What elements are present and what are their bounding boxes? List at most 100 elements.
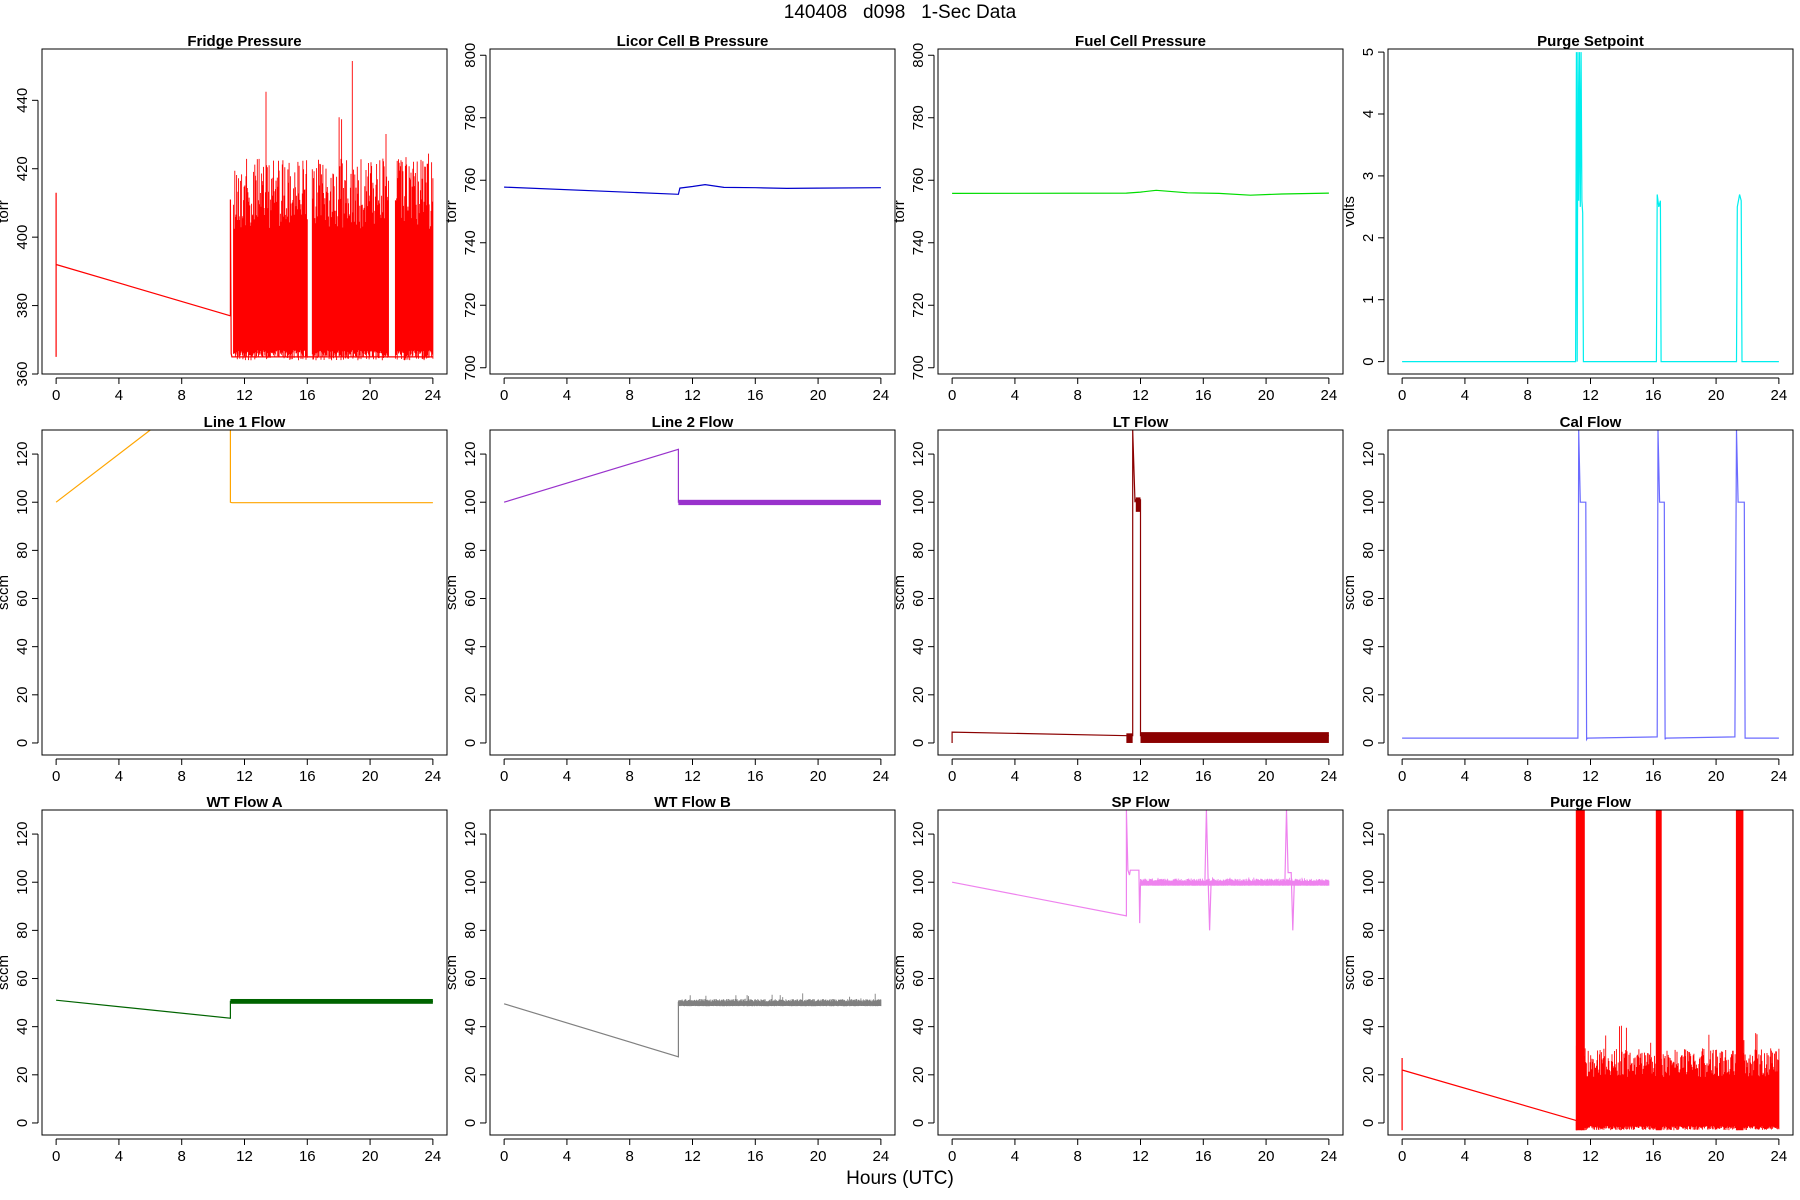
y-tick-label: 120	[1360, 822, 1377, 847]
x-tick-label: 12	[236, 768, 253, 785]
y-tick-label: 80	[462, 922, 479, 939]
y-tick-label: 100	[462, 870, 479, 895]
y-tick-label: 0	[1360, 739, 1377, 747]
x-tick-label: 4	[115, 1148, 123, 1165]
x-tick-label: 20	[1708, 768, 1725, 785]
plot-area	[55, 61, 434, 361]
x-tick-label: 24	[873, 768, 890, 785]
x-tick-label: 24	[873, 1148, 890, 1165]
x-tick-label: 4	[1011, 1148, 1019, 1165]
x-tick-label: 0	[948, 1148, 956, 1165]
panel-8: WT Flow A sccm 0 4 8 12 16 20 24 0 20 40 60 80 100 120	[0, 794, 448, 1165]
y-tick-label: 60	[1360, 970, 1377, 987]
x-tick-label: 12	[1582, 1148, 1599, 1165]
y-axis-label: sccm	[443, 575, 460, 610]
x-tick-label: 4	[1011, 387, 1019, 404]
plot-frame	[937, 429, 1344, 756]
y-tick-label: 80	[910, 922, 927, 939]
page-title: 140408 d098 1-Sec Data	[783, 2, 1017, 23]
x-tick-label: 8	[178, 387, 186, 404]
x-tick-label: 16	[1645, 1148, 1662, 1165]
x-tick-label: 4	[1461, 387, 1469, 404]
panel-6: LT Flow sccm 0 4 8 12 16 20 24 0 20 40 60 80 100 120	[891, 414, 1344, 785]
x-tick-label: 24	[1771, 1148, 1788, 1165]
y-tick-label: 100	[462, 490, 479, 515]
y-tick-label: 40	[462, 638, 479, 655]
x-tick-label: 24	[425, 768, 442, 785]
y-axis-label: sccm	[1341, 575, 1358, 610]
data-noise	[1575, 1025, 1780, 1131]
y-tick-label: 400	[14, 225, 31, 250]
x-tick-label: 4	[115, 768, 123, 785]
panel-title: Purge Flow	[1550, 794, 1631, 811]
plot-frame	[489, 809, 896, 1136]
y-tick-label: 760	[462, 168, 479, 193]
y-tick-label: 380	[14, 293, 31, 318]
plot-area	[55, 430, 433, 504]
x-tick-label: 24	[1321, 387, 1338, 404]
plot-frame	[41, 809, 448, 1136]
data-series-line	[1402, 430, 1779, 742]
y-tick-label: 40	[14, 638, 31, 655]
y-tick-label: 80	[1360, 542, 1377, 559]
plot-area	[1402, 430, 1779, 742]
x-tick-label: 12	[684, 387, 701, 404]
x-tick-label: 16	[747, 768, 764, 785]
x-tick-label: 12	[684, 1148, 701, 1165]
y-tick-label: 700	[910, 355, 927, 380]
plot-frame	[41, 48, 448, 375]
x-tick-label: 8	[1524, 387, 1532, 404]
y-tick-label: 40	[910, 1018, 927, 1035]
plot-frame	[1387, 48, 1794, 375]
y-tick-label: 80	[462, 542, 479, 559]
panel-title: Purge Setpoint	[1537, 33, 1644, 50]
x-tick-label: 12	[1582, 387, 1599, 404]
x-tick-label: 8	[626, 768, 634, 785]
y-axis-label: sccm	[443, 955, 460, 990]
x-tick-label: 0	[1398, 1148, 1406, 1165]
panel-title: Fuel Cell Pressure	[1075, 33, 1206, 50]
x-tick-label: 0	[500, 1148, 508, 1165]
x-tick-label: 16	[1645, 768, 1662, 785]
x-tick-label: 24	[873, 387, 890, 404]
y-tick-label: 40	[1360, 1018, 1377, 1035]
y-tick-label: 60	[14, 970, 31, 987]
y-tick-label: 80	[910, 542, 927, 559]
y-axis-label: sccm	[891, 575, 908, 610]
x-tick-label: 20	[362, 1148, 379, 1165]
x-tick-label: 0	[500, 768, 508, 785]
plot-frame	[41, 429, 448, 756]
y-tick-label: 4	[1360, 110, 1377, 118]
panel-title: SP Flow	[1111, 794, 1169, 811]
panel-title: Licor Cell B Pressure	[617, 33, 769, 50]
x-tick-label: 8	[1524, 768, 1532, 785]
data-spike	[1655, 810, 1662, 1131]
plot-frame	[489, 48, 896, 375]
plot-frame	[937, 48, 1344, 375]
x-tick-label: 16	[299, 387, 316, 404]
y-tick-label: 0	[14, 739, 31, 747]
y-tick-label: 0	[1360, 357, 1377, 365]
data-series-line	[1401, 1058, 1578, 1131]
x-tick-label: 20	[1708, 1148, 1725, 1165]
x-tick-label: 0	[1398, 387, 1406, 404]
panel-0: Fridge Pressure torr 0 4 8 12 16 20 24 360 380 400 4…	[0, 33, 448, 404]
data-series-line	[503, 1001, 881, 1058]
x-tick-label: 4	[1461, 1148, 1469, 1165]
x-tick-label: 0	[948, 387, 956, 404]
data-band	[1135, 497, 1141, 512]
y-tick-label: 80	[14, 542, 31, 559]
y-tick-label: 60	[1360, 590, 1377, 607]
x-tick-label: 0	[52, 1148, 60, 1165]
y-tick-label: 20	[910, 1066, 927, 1083]
x-tick-label: 20	[810, 768, 827, 785]
panel-9: WT Flow B sccm 0 4 8 12 16 20 24 0 20 40 60 80 100 120	[443, 794, 896, 1165]
y-tick-label: 20	[14, 1066, 31, 1083]
y-tick-label: 760	[910, 168, 927, 193]
x-tick-label: 12	[1132, 1148, 1149, 1165]
panel-1: Licor Cell B Pressure torr 0 4 8 12 16 20 24 700 7…	[443, 33, 896, 404]
panel-title: LT Flow	[1113, 414, 1169, 431]
x-tick-label: 20	[1258, 1148, 1275, 1165]
x-tick-label: 24	[425, 387, 442, 404]
